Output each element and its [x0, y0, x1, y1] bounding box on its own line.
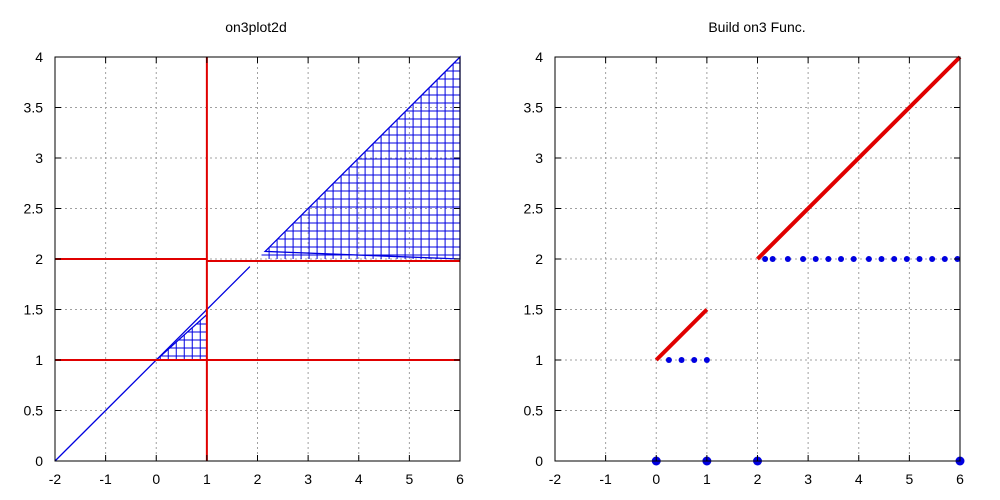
y-tick-label: 1	[535, 352, 543, 368]
x-tick-label: 0	[152, 471, 160, 487]
series-1-triangle-outline	[154, 313, 208, 361]
y-tick-label: 0	[535, 453, 543, 469]
series-0-thick-line	[654, 308, 709, 362]
y-tick-label: 0.5	[524, 403, 544, 419]
x-tick-label: 4	[855, 471, 863, 487]
series-3-point	[762, 256, 769, 262]
series-3-point	[941, 256, 948, 262]
y-tick-label: 1	[35, 352, 43, 368]
series-3-point	[916, 256, 923, 262]
left-chart: on3plot2d -2 -1 0 1 2 3 4 5 6 0 0.5 1 1.5 2 2.5 3 3.5 4	[24, 19, 465, 487]
series-3-point	[865, 256, 872, 262]
series-3-point	[878, 256, 885, 262]
x-tick-label: -2	[549, 471, 562, 487]
x-tick-label: 2	[754, 471, 762, 487]
series-1-hatch	[159, 315, 207, 360]
y-tick-label: 3.5	[24, 100, 44, 116]
y-tick-label: 3.5	[524, 100, 544, 116]
right-chart: Build on3 Func. -2 -1 0 1 2 3 4 5 6 0 0.5 1 1.5 2 2.5 3…	[524, 19, 965, 487]
series-3-point	[838, 256, 845, 262]
y-tick-label: 2.5	[24, 201, 44, 217]
y-tick-label: 0.5	[24, 403, 44, 419]
x-tick-label: 2	[254, 471, 262, 487]
series-3-point	[800, 256, 807, 262]
left-chart-title: on3plot2d	[225, 19, 287, 35]
series-3-point	[784, 256, 791, 262]
y-tick-label: 1.5	[524, 302, 544, 318]
x-tick-label: 0	[652, 471, 660, 487]
y-tick-label: 1.5	[24, 302, 44, 318]
series-1-thick-line	[756, 55, 962, 261]
left-plot-marks	[54, 55, 461, 462]
series-2-hatch	[261, 62, 460, 259]
x-tick-label: 5	[905, 471, 913, 487]
right-axis-ticks: -2 -1 0 1 2 3 4 5 6 0 0.5 1 1.5 2 2.5 3 3.5 4	[524, 49, 965, 487]
series-3-point	[929, 256, 936, 262]
x-tick-label: -1	[99, 471, 112, 487]
y-tick-label: 3	[535, 150, 543, 166]
x-tick-label: 3	[304, 471, 312, 487]
x-tick-label: 1	[203, 471, 211, 487]
x-tick-label: 5	[405, 471, 413, 487]
series-2-point	[691, 357, 698, 363]
series-2-point	[665, 357, 672, 363]
x-tick-label: 4	[355, 471, 363, 487]
series-2-point	[703, 357, 710, 363]
x-tick-label: 6	[956, 471, 964, 487]
series-2-point	[678, 357, 685, 363]
series-3-point	[850, 256, 857, 262]
y-tick-label: 0	[35, 453, 43, 469]
series-3-point	[903, 256, 910, 262]
x-tick-label: -2	[49, 471, 62, 487]
x-tick-label: 1	[703, 471, 711, 487]
right-chart-title: Build on3 Func.	[708, 19, 805, 35]
y-tick-label: 4	[35, 49, 43, 65]
y-tick-label: 2	[535, 251, 543, 267]
series-3-point	[769, 256, 776, 262]
y-tick-label: 2	[35, 251, 43, 267]
y-tick-label: 2.5	[524, 201, 544, 217]
series-0-line	[54, 266, 251, 462]
y-tick-label: 4	[535, 49, 543, 65]
series-3-point	[825, 256, 832, 262]
series-3-point	[891, 256, 898, 262]
y-tick-label: 3	[35, 150, 43, 166]
x-tick-label: 3	[804, 471, 812, 487]
left-axis-ticks: -2 -1 0 1 2 3 4 5 6 0 0.5 1 1.5 2 2.5 3 3.5 4	[24, 49, 465, 487]
series-3-point	[812, 256, 819, 262]
x-tick-label: -1	[599, 471, 612, 487]
x-tick-label: 6	[456, 471, 464, 487]
